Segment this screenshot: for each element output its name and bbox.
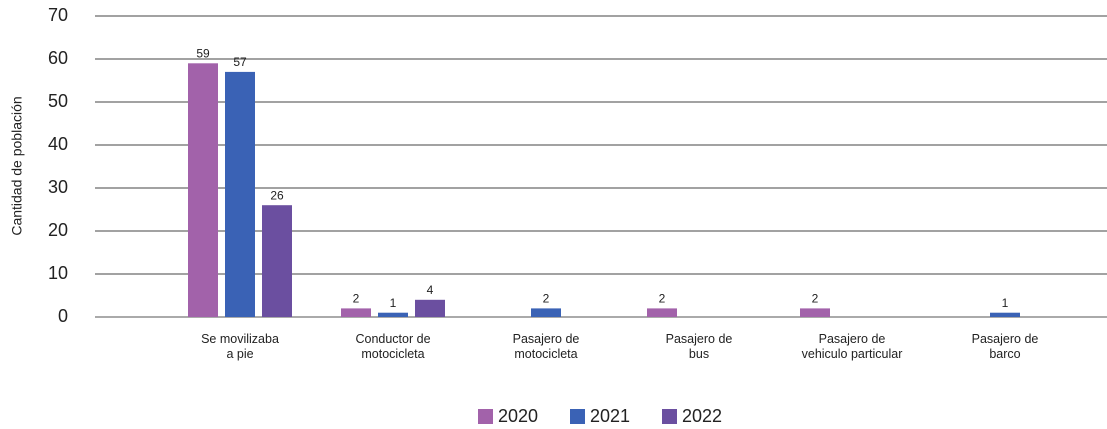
value-label: 1 <box>1002 296 1009 310</box>
value-label: 1 <box>390 296 397 310</box>
value-label: 2 <box>659 292 666 306</box>
bar <box>378 312 408 317</box>
y-tick-label: 10 <box>48 263 68 283</box>
x-tick-label: Pasajero de bus <box>665 332 733 361</box>
legend-swatch <box>478 409 493 424</box>
bar <box>225 71 255 318</box>
bar <box>262 205 292 317</box>
y-tick-label: 30 <box>48 177 68 197</box>
y-tick-label: 0 <box>58 306 68 326</box>
y-tick-label: 20 <box>48 220 68 240</box>
y-tick-label: 50 <box>48 91 68 111</box>
x-tick-label: Conductor de motocicleta <box>355 332 431 361</box>
y-tick-label: 40 <box>48 134 68 154</box>
value-label: 2 <box>812 292 819 306</box>
bar <box>415 299 445 317</box>
x-tick-label: Se movilizaba a pie <box>201 332 279 361</box>
legend-label: 2022 <box>682 406 722 426</box>
bar <box>341 308 371 317</box>
y-tick-label: 60 <box>48 48 68 68</box>
x-tick-label: Pasajero de motocicleta <box>512 332 580 361</box>
legend-swatch <box>570 409 585 424</box>
value-label: 57 <box>233 55 247 69</box>
x-tick-label: Pasajero de vehiculo particular <box>801 332 903 361</box>
bar <box>188 63 218 317</box>
y-axis-label: Cantidad de población <box>9 96 25 235</box>
bar <box>990 312 1020 317</box>
value-label: 2 <box>353 292 360 306</box>
value-label: 26 <box>270 188 284 202</box>
value-label: 59 <box>196 46 210 60</box>
legend-swatch <box>662 409 677 424</box>
bar <box>531 308 561 317</box>
bar <box>647 308 677 317</box>
value-label: 2 <box>543 292 550 306</box>
x-tick-label: Pasajero de barco <box>971 332 1039 361</box>
legend-label: 2021 <box>590 406 630 426</box>
legend-label: 2020 <box>498 406 538 426</box>
y-tick-label: 70 <box>48 5 68 25</box>
value-label: 4 <box>427 283 434 297</box>
bar <box>800 308 830 317</box>
